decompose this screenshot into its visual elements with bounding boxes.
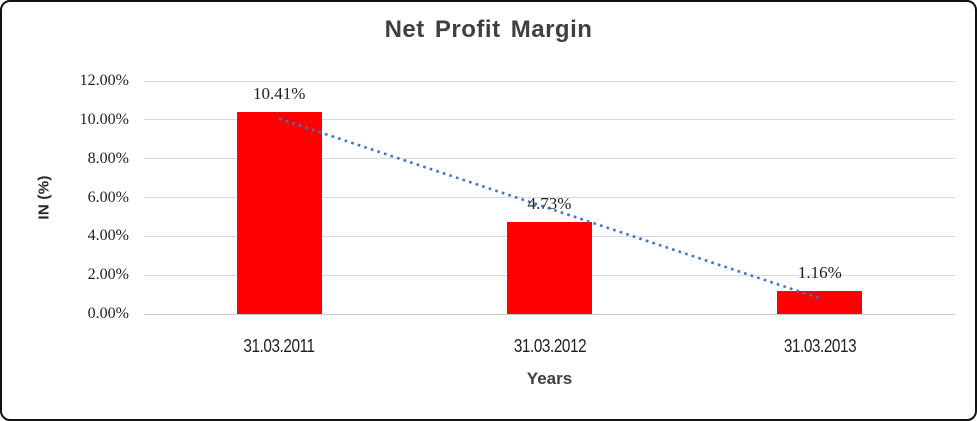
data-label: 4.73% — [527, 194, 572, 214]
x-tick-label: 31.03.2013 — [783, 336, 857, 356]
y-tick-label: 0.00% — [87, 305, 129, 322]
x-tick-label: 31.03.2011 — [243, 336, 316, 356]
y-tick-label: 12.00% — [79, 72, 129, 89]
data-label: 10.41% — [252, 83, 306, 103]
y-tick-label: 2.00% — [87, 266, 129, 284]
bar — [507, 222, 592, 314]
x-axis-title: Years — [526, 369, 573, 388]
bar — [236, 111, 322, 314]
data-label: 1.16% — [797, 263, 842, 283]
gridline — [144, 80, 955, 82]
bar — [777, 291, 863, 314]
x-axis-line — [144, 313, 955, 315]
y-tick-label: 8.00% — [87, 149, 129, 167]
x-tick-label: 31.03.2012 — [513, 336, 586, 356]
y-tick-label: 4.00% — [87, 227, 129, 245]
chart-title: Net Profit Margin — [384, 16, 593, 43]
y-tick-label: 10.00% — [79, 110, 129, 128]
y-tick-label: 6.00% — [87, 188, 129, 206]
